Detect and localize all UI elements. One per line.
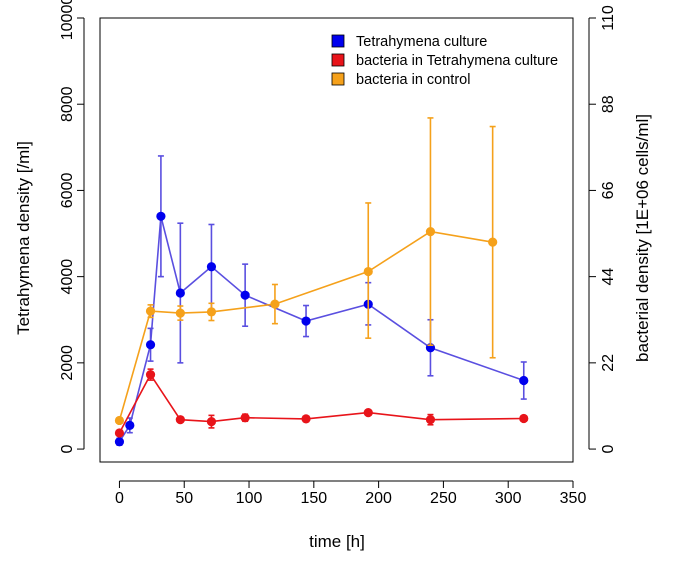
data-point xyxy=(301,316,311,326)
data-point xyxy=(206,262,217,272)
y-right-tick-label: 44 xyxy=(600,268,617,286)
data-point xyxy=(519,413,529,424)
data-point xyxy=(488,237,498,247)
data-point xyxy=(175,288,185,298)
y-right-tick-label: 0 xyxy=(600,445,617,454)
x-tick-label: 0 xyxy=(115,490,124,507)
series-line xyxy=(118,230,493,421)
data-point xyxy=(240,290,250,300)
y-right-tick-label: 66 xyxy=(600,181,617,199)
y-left-tick-label: 0 xyxy=(59,445,76,454)
data-point xyxy=(175,415,185,425)
data-point xyxy=(125,420,135,430)
y-left-tick-label: 6000 xyxy=(59,173,76,209)
legend-entry: Tetrahymena culture xyxy=(356,34,487,50)
data-point xyxy=(175,308,185,318)
data-point xyxy=(114,437,125,447)
x-tick-label: 150 xyxy=(300,490,327,507)
y-right-tick-label: 110 xyxy=(600,5,617,31)
y-axis-left-label: Tetrahymena density [/ml] xyxy=(14,141,33,335)
y-right-tick-label: 22 xyxy=(600,354,617,372)
data-point xyxy=(145,370,156,380)
plot-frame xyxy=(99,17,574,463)
data-point xyxy=(270,299,280,309)
legend: Tetrahymena culture bacteria in Tetrahyme… xyxy=(331,34,558,88)
y-left-tick-label: 10000 xyxy=(59,0,76,40)
y-right-tick-label: 88 xyxy=(600,95,617,113)
x-tick-label: 200 xyxy=(365,490,392,507)
data-point xyxy=(425,415,436,425)
data-point xyxy=(206,417,217,427)
legend-entry: bacteria in Tetrahymena culture xyxy=(356,53,558,69)
x-tick-label: 50 xyxy=(175,490,193,507)
data-point xyxy=(240,413,250,423)
y-axis-right: 0 22 44 66 88 110 xyxy=(588,5,617,454)
y-axis-right-label: bacterial density [1E+06 cells/ml] xyxy=(633,114,652,362)
legend-entry: bacteria in control xyxy=(356,72,470,88)
plot-border xyxy=(99,17,574,463)
legend-swatch xyxy=(331,34,345,48)
data-point xyxy=(363,408,373,418)
series-3 xyxy=(114,117,498,426)
data-point xyxy=(114,428,125,438)
series-layer xyxy=(114,117,529,447)
data-point xyxy=(363,266,373,277)
legend-swatch xyxy=(331,53,345,67)
data-point xyxy=(145,340,156,350)
data-point xyxy=(206,307,217,317)
legend-swatch xyxy=(331,72,345,86)
data-point xyxy=(519,375,529,386)
x-axis: 0 50 100 150 200 250 300 350 xyxy=(115,480,587,507)
x-axis-label: time [h] xyxy=(309,532,365,551)
y-axis-left: 0 2000 4000 6000 8000 10000 xyxy=(59,0,85,454)
y-left-tick-label: 8000 xyxy=(59,86,76,122)
data-point xyxy=(156,211,166,221)
x-tick-label: 250 xyxy=(430,490,457,507)
data-point xyxy=(425,226,436,237)
x-tick-label: 350 xyxy=(560,490,587,507)
data-point xyxy=(114,415,125,426)
data-point xyxy=(145,306,156,316)
x-tick-label: 100 xyxy=(236,490,263,507)
x-tick-label: 300 xyxy=(495,490,522,507)
series-1 xyxy=(114,155,529,447)
y-left-tick-label: 4000 xyxy=(59,259,76,295)
data-point xyxy=(301,414,311,424)
y-left-tick-label: 2000 xyxy=(59,345,76,381)
series-2 xyxy=(114,368,529,438)
